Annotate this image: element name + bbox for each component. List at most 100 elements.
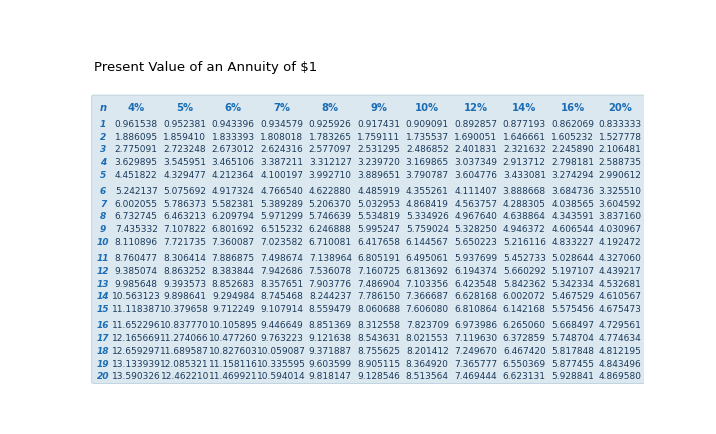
Text: 5.650223: 5.650223 — [455, 237, 497, 247]
Text: 6.144567: 6.144567 — [406, 237, 449, 247]
Text: 7%: 7% — [274, 102, 290, 112]
Text: 5.668497: 5.668497 — [551, 321, 594, 330]
Text: 11.158116: 11.158116 — [209, 359, 258, 368]
Text: 13: 13 — [97, 279, 110, 288]
Text: 1.759111: 1.759111 — [357, 132, 400, 141]
Text: 9.763223: 9.763223 — [261, 333, 303, 342]
Text: 4: 4 — [100, 158, 106, 167]
Text: 5.995247: 5.995247 — [357, 225, 400, 233]
Text: 5.971299: 5.971299 — [260, 212, 304, 221]
Text: 8.364920: 8.364920 — [406, 359, 449, 368]
Text: 6.423548: 6.423548 — [455, 279, 497, 288]
Text: 10.105895: 10.105895 — [209, 321, 258, 330]
Text: 3.239720: 3.239720 — [357, 158, 400, 167]
Text: 4.610567: 4.610567 — [599, 292, 642, 301]
Text: 8.383844: 8.383844 — [212, 266, 255, 275]
Text: 1.527778: 1.527778 — [599, 132, 642, 141]
Text: 5.242137: 5.242137 — [115, 187, 158, 196]
Text: 4.563757: 4.563757 — [454, 199, 498, 208]
Text: 8.110896: 8.110896 — [115, 237, 158, 247]
Text: 0.909091: 0.909091 — [406, 119, 449, 128]
Text: 7.606080: 7.606080 — [406, 304, 449, 313]
Text: 9: 9 — [100, 225, 106, 233]
Text: 4.766540: 4.766540 — [261, 187, 303, 196]
Text: 10.827603: 10.827603 — [209, 346, 258, 355]
Text: 3.545951: 3.545951 — [163, 158, 206, 167]
Text: 7.469444: 7.469444 — [455, 372, 497, 381]
Text: 0.917431: 0.917431 — [357, 119, 400, 128]
Text: 17: 17 — [97, 333, 110, 342]
Text: 1.605232: 1.605232 — [551, 132, 594, 141]
Text: 5.817848: 5.817848 — [551, 346, 594, 355]
Text: 12.165669: 12.165669 — [112, 333, 160, 342]
Text: 4.812195: 4.812195 — [599, 346, 642, 355]
Text: 6.623131: 6.623131 — [503, 372, 546, 381]
Text: 4.675473: 4.675473 — [599, 304, 642, 313]
Text: 7.360087: 7.360087 — [212, 237, 255, 247]
Text: 7.138964: 7.138964 — [309, 253, 352, 263]
Text: 8.543631: 8.543631 — [357, 333, 400, 342]
Text: 8%: 8% — [321, 102, 339, 112]
Text: 9.107914: 9.107914 — [260, 304, 304, 313]
Text: 1.833393: 1.833393 — [212, 132, 255, 141]
Text: 5.197107: 5.197107 — [551, 266, 594, 275]
Text: 0.961538: 0.961538 — [115, 119, 158, 128]
Text: 3: 3 — [100, 145, 106, 154]
Text: Present Value of an Annuity of $1: Present Value of an Annuity of $1 — [94, 60, 317, 73]
Text: 3.604592: 3.604592 — [599, 199, 642, 208]
Text: 10.563123: 10.563123 — [112, 292, 160, 301]
Text: 4.030967: 4.030967 — [599, 225, 642, 233]
Text: 2.531295: 2.531295 — [357, 145, 400, 154]
Text: 5.028644: 5.028644 — [551, 253, 594, 263]
Text: 5: 5 — [100, 170, 106, 179]
Text: 8.244237: 8.244237 — [309, 292, 352, 301]
Text: 7.823709: 7.823709 — [406, 321, 449, 330]
Text: 3.629895: 3.629895 — [115, 158, 158, 167]
Text: 6.142168: 6.142168 — [503, 304, 546, 313]
Text: 2.990612: 2.990612 — [599, 170, 642, 179]
Text: 12.659297: 12.659297 — [112, 346, 160, 355]
Text: 9.393573: 9.393573 — [163, 279, 206, 288]
Text: 4%: 4% — [127, 102, 145, 112]
Text: 5.342334: 5.342334 — [551, 279, 594, 288]
Text: 9.121638: 9.121638 — [309, 333, 352, 342]
Text: 7.023582: 7.023582 — [261, 237, 303, 247]
Text: 1.735537: 1.735537 — [406, 132, 449, 141]
Text: 3.312127: 3.312127 — [309, 158, 352, 167]
Text: 8.357651: 8.357651 — [260, 279, 304, 288]
Text: 12: 12 — [97, 266, 110, 275]
Text: 4.833227: 4.833227 — [551, 237, 594, 247]
Text: 5.328250: 5.328250 — [455, 225, 497, 233]
Text: 8.905115: 8.905115 — [357, 359, 400, 368]
Text: 10.379658: 10.379658 — [160, 304, 209, 313]
Text: 6.813692: 6.813692 — [406, 266, 449, 275]
Text: 7.103356: 7.103356 — [406, 279, 449, 288]
Text: 0.892857: 0.892857 — [454, 119, 498, 128]
Text: 12%: 12% — [464, 102, 488, 112]
Text: 4.967640: 4.967640 — [455, 212, 497, 221]
Text: 8.755625: 8.755625 — [357, 346, 400, 355]
Text: 20%: 20% — [608, 102, 632, 112]
Text: 7: 7 — [100, 199, 106, 208]
Text: 8.201412: 8.201412 — [406, 346, 449, 355]
Text: 4.869580: 4.869580 — [599, 372, 642, 381]
Text: 8.021553: 8.021553 — [406, 333, 449, 342]
Text: 11.652296: 11.652296 — [112, 321, 160, 330]
Text: 5.877455: 5.877455 — [551, 359, 594, 368]
Text: 10.059087: 10.059087 — [257, 346, 306, 355]
Text: 3.888668: 3.888668 — [503, 187, 546, 196]
Text: 7.486904: 7.486904 — [357, 279, 400, 288]
Text: 1.690051: 1.690051 — [454, 132, 498, 141]
Text: 2.106481: 2.106481 — [599, 145, 642, 154]
Text: 6.265060: 6.265060 — [503, 321, 546, 330]
Text: 6.628168: 6.628168 — [454, 292, 498, 301]
Text: 4.343591: 4.343591 — [551, 212, 594, 221]
Text: 6.463213: 6.463213 — [163, 212, 206, 221]
Text: 5.206370: 5.206370 — [309, 199, 352, 208]
Text: 0.877193: 0.877193 — [503, 119, 546, 128]
Text: 13.590326: 13.590326 — [112, 372, 160, 381]
Text: 5.389289: 5.389289 — [260, 199, 304, 208]
Text: n: n — [100, 102, 107, 112]
Text: 4.288305: 4.288305 — [503, 199, 546, 208]
Text: 11.118387: 11.118387 — [112, 304, 160, 313]
